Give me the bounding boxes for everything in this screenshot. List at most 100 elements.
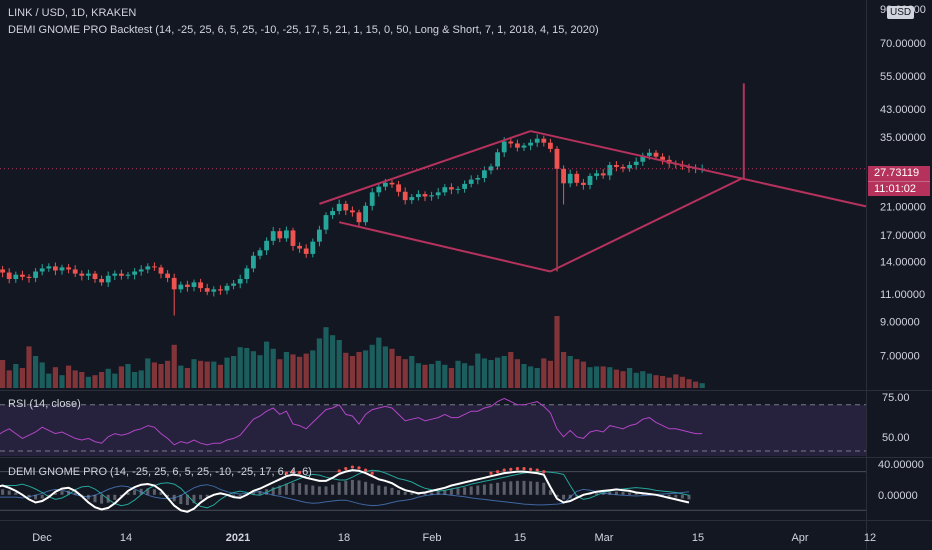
candle-body [303,248,309,254]
volume-bar [600,366,606,388]
study-title[interactable]: DEMI GNOME PRO Backtest (14, -25, 25, 6,… [8,24,599,36]
candle-body [218,289,223,291]
osc-histogram-bar [529,481,533,495]
volume-bar [6,370,12,388]
osc-histogram-bar [7,490,11,495]
volume-bar [92,375,98,388]
volume-bar [59,375,65,388]
candle-body [33,271,38,278]
osc-histogram-bar [40,494,44,499]
candle-body [554,148,560,169]
volume-bar [310,350,316,388]
volume-bar [402,359,408,388]
osc-overbought-dot [350,465,354,469]
volume-bar [118,366,124,388]
osc-histogram-bar [331,484,335,495]
volume-bar [191,359,197,388]
candle-body [165,273,170,278]
osc-histogram-bar [311,485,315,495]
volume-bar [660,376,666,388]
volume-bar [475,353,481,388]
volume-bar [19,368,25,388]
osc-histogram-bar [146,488,150,495]
volume-bar [356,352,362,388]
candle-body [204,288,210,292]
volume-bar [244,348,250,388]
candle-body [455,188,461,190]
osc-secondary-line [0,484,690,507]
osc-histogram-bar [496,482,500,495]
volume-bar [455,360,461,388]
candle-body [231,283,236,286]
osc-histogram-bar [126,492,130,495]
candle-body [488,166,494,171]
currency-badge[interactable]: USD [887,6,915,19]
volume-bar [620,371,626,388]
candle-body [6,272,12,280]
rsi-band [0,404,866,456]
volume-bar [0,360,6,388]
volume-bar [653,375,659,388]
candle-body [310,241,316,254]
volume-bar [112,373,118,388]
osc-axis-label: 40.00000 [878,459,924,471]
osc-histogram-bar [555,494,559,498]
candle-body [587,175,593,185]
volume-bar [138,370,144,388]
candle-body [92,273,98,280]
time-axis-label: Apr [791,532,808,544]
volume-bar [646,373,652,388]
candle-body [402,191,408,201]
candle-body [119,273,124,276]
osc-overbought-dot [502,468,506,472]
candle-body [46,266,52,269]
volume-bar [13,364,19,388]
volume-bar [673,374,679,388]
osc-histogram-bar [674,494,678,498]
osc-histogram-bar [667,494,671,497]
osc-signal-line [0,469,690,509]
candle-body [640,155,646,162]
volume-bar [66,365,72,388]
candle-body [264,240,269,251]
volume-bar [145,358,151,388]
rsi-label[interactable]: RSI (14, close) [8,398,81,410]
candle-body [627,165,632,169]
volume-bar [514,359,520,388]
volume-bar [442,364,448,388]
osc-histogram-bar [423,493,427,495]
candle-body [0,269,6,273]
candle-body [79,273,85,276]
candle-body [350,210,355,213]
candle-body [475,177,481,180]
bar-countdown: 11:01:02 [868,181,930,197]
osc-histogram-bar [621,492,625,495]
pattern-line [530,130,867,208]
candle-body [317,229,322,242]
osc-histogram-bar [403,492,407,495]
volume-bar [534,368,540,388]
osc-histogram-bar [641,493,645,495]
oscillator-label[interactable]: DEMI GNOME PRO (14, -25, 25, 6, 5, 25, -… [8,466,312,478]
candle-body [343,203,349,211]
volume-bar [409,356,415,388]
osc-histogram-bar [542,482,546,495]
candle-body [495,152,500,167]
price-axis-label: 9.00000 [880,316,920,328]
volume-bar [574,359,580,388]
candle-body [369,192,375,206]
osc-histogram-bar [687,494,691,500]
candle-body [105,275,111,283]
rsi-line [0,397,703,446]
candle-body [647,152,652,156]
osc-histogram-bar [185,494,189,506]
candle-body [297,245,302,249]
osc-overbought-dot [284,471,288,475]
osc-histogram-bar [661,494,665,496]
osc-overbought-dot [357,466,361,470]
osc-overbought-dot [535,468,539,472]
candle-body [72,269,78,274]
volume-bar [330,335,336,388]
candle-body [138,269,144,272]
